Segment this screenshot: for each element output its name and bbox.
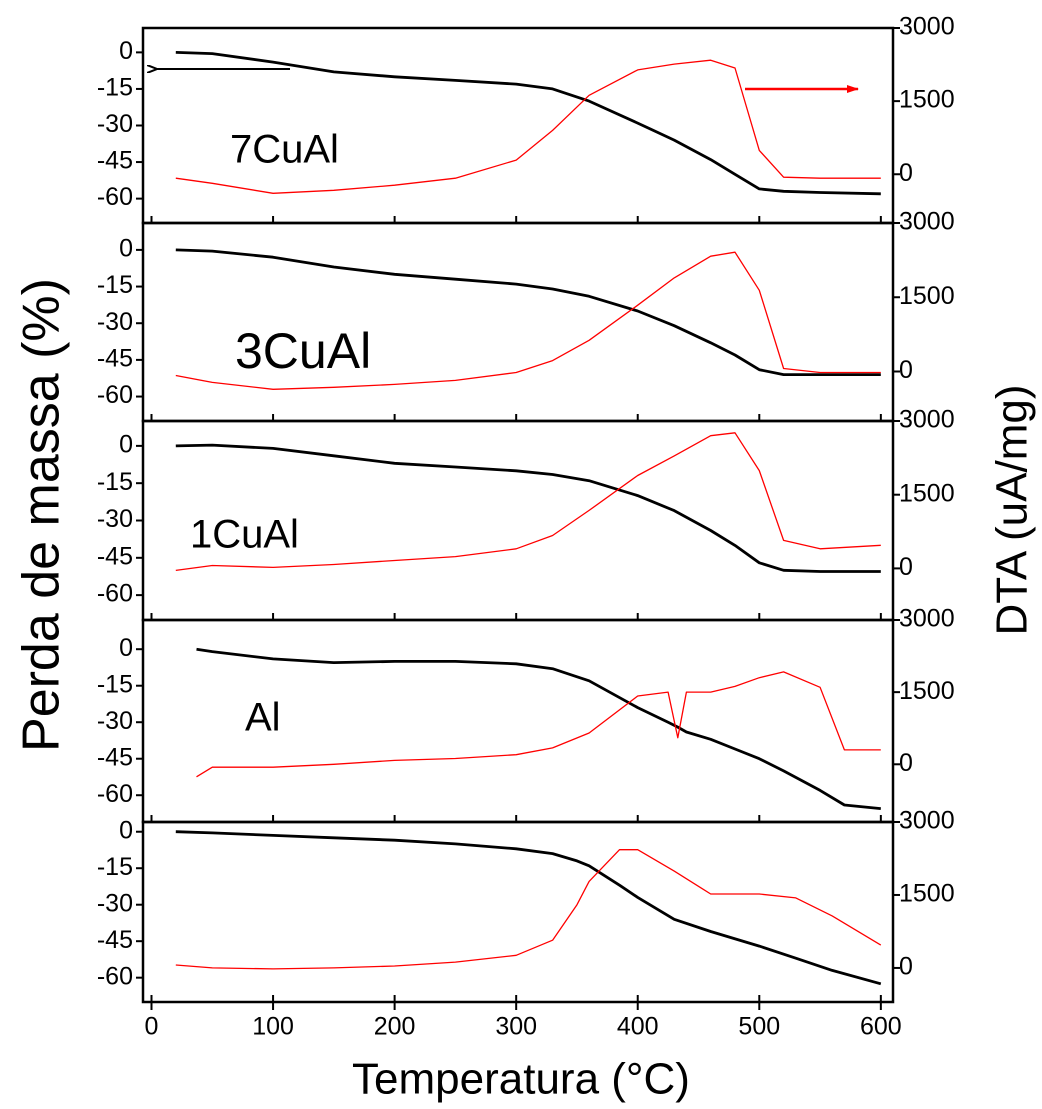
dta-line <box>175 251 881 390</box>
panel-frame <box>141 221 895 423</box>
dta-line <box>175 849 882 970</box>
y-tick-label: -15 <box>97 74 133 102</box>
y-tick-label: -45 <box>97 344 133 372</box>
y2-tick-label: 0 <box>899 749 913 777</box>
y-tick-label: -15 <box>97 670 133 698</box>
x-tick-label: 100 <box>252 1013 294 1041</box>
mass-line <box>175 443 881 573</box>
y-tick-label: -60 <box>97 780 133 808</box>
y-tick-label: 0 <box>119 430 133 458</box>
panel-label: Al <box>245 696 281 740</box>
panel-frame <box>141 26 895 225</box>
y2-tick-label: 1500 <box>899 86 955 114</box>
y2-tick-label: 0 <box>899 159 913 187</box>
y-tick-label: -60 <box>97 183 133 211</box>
y-tick-label: -45 <box>97 542 133 570</box>
mass-line <box>175 830 882 986</box>
x-tick-label: 300 <box>495 1013 537 1041</box>
y-tick-label: 0 <box>119 816 133 844</box>
panel-label: 1CuAl <box>190 513 299 557</box>
y2-tick-label: 1500 <box>899 677 955 705</box>
y-tick-label: -45 <box>97 926 133 954</box>
y2-axis-label: DTA (uA/mg) <box>988 384 1037 635</box>
y2-tick-label: 1500 <box>899 479 955 507</box>
x-tick-label: 200 <box>374 1013 416 1041</box>
y2-tick-label: 1500 <box>899 282 955 310</box>
mass-line <box>196 647 881 810</box>
y-tick-label: -60 <box>97 381 133 409</box>
y2-tick-label: 1500 <box>899 880 955 908</box>
y-tick-label: 0 <box>119 634 133 662</box>
y-tick-label: -60 <box>97 962 133 990</box>
dta-line <box>175 59 881 194</box>
y-tick-label: 0 <box>119 37 133 65</box>
y-tick-label: -30 <box>97 505 133 533</box>
y2-tick-label: 3000 <box>899 807 955 835</box>
mass-line <box>175 248 881 376</box>
y2-tick-label: 3000 <box>899 406 955 434</box>
y2-tick-label: 3000 <box>899 208 955 236</box>
panel-frame <box>141 820 895 1004</box>
y2-tick-label: 3000 <box>899 13 955 41</box>
y2-tick-label: 0 <box>899 356 913 384</box>
dta-line <box>196 671 881 778</box>
mass-line <box>175 51 881 196</box>
y-tick-label: -45 <box>97 147 133 175</box>
y-tick-label: -60 <box>97 580 133 608</box>
y-tick-label: -30 <box>97 707 133 735</box>
x-tick-label: 0 <box>145 1013 159 1041</box>
x-tick-label: 500 <box>738 1013 780 1041</box>
y-tick-label: -45 <box>97 743 133 771</box>
y2-tick-label: 0 <box>899 953 913 981</box>
y-tick-label: -15 <box>97 271 133 299</box>
panel-label: 3CuAl <box>235 323 371 379</box>
y-tick-label: -30 <box>97 889 133 917</box>
y-tick-label: -15 <box>97 853 133 881</box>
y-tick-label: -30 <box>97 308 133 336</box>
y2-tick-label: 3000 <box>899 605 955 633</box>
y-tick-label: -30 <box>97 110 133 138</box>
panel-label: 7CuAl <box>230 128 339 172</box>
y-tick-label: -15 <box>97 468 133 496</box>
y-axis-label: Perda de massa (%) <box>13 278 71 752</box>
x-axis-label: Temperatura (°C) <box>352 1055 690 1104</box>
y2-tick-label: 0 <box>899 553 913 581</box>
dta-line <box>175 432 881 572</box>
x-tick-label: 600 <box>860 1013 902 1041</box>
x-tick-label: 400 <box>617 1013 659 1041</box>
y-tick-label: 0 <box>119 234 133 262</box>
